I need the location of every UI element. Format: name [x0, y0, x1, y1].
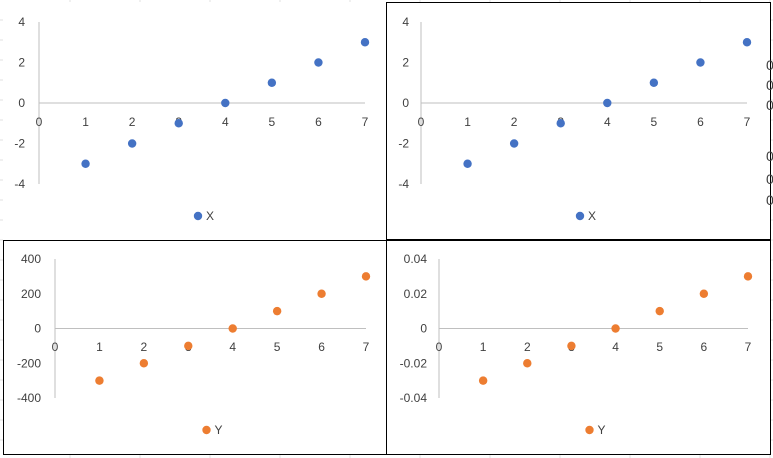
- x-tick-label: 0: [52, 340, 59, 354]
- x-tick-label: 7: [744, 115, 751, 129]
- cell-edge-glyph: 0: [766, 192, 773, 208]
- data-point: [743, 272, 753, 281]
- data-point: [272, 306, 282, 316]
- legend-marker: [193, 211, 203, 221]
- x-tick-label: 2: [511, 115, 518, 129]
- data-point: [463, 159, 472, 168]
- x-tick-label: 5: [274, 340, 281, 354]
- y-tick-label: -0.02: [400, 356, 428, 370]
- data-point: [655, 306, 664, 316]
- chart-x-top-left-plot: 420-2-401234567X: [14, 15, 370, 223]
- y-tick-label: -4: [398, 177, 409, 191]
- chart-y-bottom-right-plot: 0.040.020-0.02-0.0401234567Y: [400, 252, 753, 437]
- data-point: [314, 58, 323, 67]
- y-tick-label: 4: [18, 15, 25, 29]
- chart-x-top-right-plot: 420-2-401234567X: [398, 15, 752, 223]
- y-tick-label: 200: [21, 287, 41, 301]
- x-tick-label: 6: [697, 115, 704, 129]
- y-tick-label: 0: [402, 96, 409, 110]
- data-point: [221, 98, 230, 108]
- data-point: [567, 341, 576, 351]
- y-tick-label: -0.04: [400, 391, 428, 405]
- data-point: [361, 272, 371, 281]
- x-tick-label: 0: [436, 340, 443, 354]
- data-point: [228, 324, 237, 333]
- data-point: [184, 341, 193, 351]
- x-tick-label: 4: [229, 340, 236, 354]
- y-tick-label: -400: [17, 391, 41, 405]
- y-tick-label: 0: [420, 322, 427, 336]
- x-tick-label: 4: [604, 115, 611, 129]
- x-tick-label: 7: [363, 340, 370, 354]
- x-tick-label: 0: [36, 115, 43, 129]
- data-point: [139, 359, 149, 368]
- y-tick-label: 0: [34, 322, 41, 336]
- cell-edge-glyph: 0: [766, 171, 773, 187]
- legend-label: X: [206, 209, 214, 223]
- y-tick-label: -2: [398, 137, 409, 151]
- y-tick-label: -4: [14, 177, 25, 191]
- legend-marker: [202, 425, 211, 435]
- data-point: [556, 119, 565, 128]
- data-point: [742, 38, 752, 47]
- data-point: [81, 159, 90, 168]
- x-tick-label: 0: [418, 115, 425, 129]
- y-tick-label: 0: [18, 96, 25, 110]
- x-tick-label: 7: [362, 115, 369, 129]
- cell-edge-glyph: 0: [766, 97, 773, 113]
- y-tick-label: 4: [402, 15, 409, 29]
- x-tick-label: 4: [222, 115, 229, 129]
- y-tick-label: -2: [14, 137, 25, 151]
- x-tick-label: 1: [82, 115, 89, 129]
- legend-label: Y: [598, 423, 606, 437]
- x-tick-label: 4: [612, 340, 619, 354]
- data-point: [696, 58, 705, 67]
- y-tick-label: 0.02: [404, 287, 428, 301]
- legend-label: Y: [215, 423, 223, 437]
- x-tick-label: 6: [318, 340, 325, 354]
- y-tick-label: -200: [17, 356, 41, 370]
- data-point: [603, 98, 612, 108]
- x-tick-label: 5: [656, 340, 663, 354]
- data-point: [523, 359, 532, 368]
- legend-marker: [575, 211, 585, 221]
- chart-y-bottom-right[interactable]: 0.040.020-0.02-0.0401234567Y: [386, 240, 771, 455]
- legend-marker: [585, 425, 594, 435]
- x-tick-label: 2: [129, 115, 136, 129]
- x-tick-label: 7: [745, 340, 752, 354]
- y-tick-label: 2: [18, 56, 25, 70]
- data-point: [611, 324, 620, 333]
- y-tick-label: 2: [402, 56, 409, 70]
- data-point: [317, 289, 326, 298]
- x-tick-label: 1: [96, 340, 103, 354]
- x-tick-label: 1: [480, 340, 487, 354]
- x-tick-label: 5: [269, 115, 276, 129]
- x-tick-label: 6: [701, 340, 708, 354]
- data-point: [95, 376, 104, 385]
- data-point: [699, 289, 709, 298]
- chart-x-top-left[interactable]: 420-2-401234567X: [3, 2, 388, 240]
- x-tick-label: 2: [141, 340, 148, 354]
- x-tick-label: 2: [524, 340, 531, 354]
- data-point: [649, 78, 659, 87]
- cell-edge-glyph: 0: [766, 57, 773, 73]
- x-tick-label: 5: [651, 115, 658, 129]
- y-tick-label: 0.04: [404, 252, 428, 266]
- cell-edge-glyph: 0: [766, 77, 773, 93]
- data-point: [509, 139, 519, 148]
- data-point: [267, 78, 277, 87]
- data-point: [360, 38, 370, 47]
- chart-x-top-right[interactable]: 420-2-401234567X: [386, 2, 771, 240]
- cell-edge-glyph: 0: [766, 148, 773, 164]
- data-point: [174, 119, 183, 128]
- y-tick-label: 400: [21, 252, 41, 266]
- legend-label: X: [588, 209, 596, 223]
- data-point: [478, 376, 488, 385]
- data-point: [127, 139, 137, 148]
- x-tick-label: 1: [464, 115, 471, 129]
- x-tick-label: 6: [315, 115, 322, 129]
